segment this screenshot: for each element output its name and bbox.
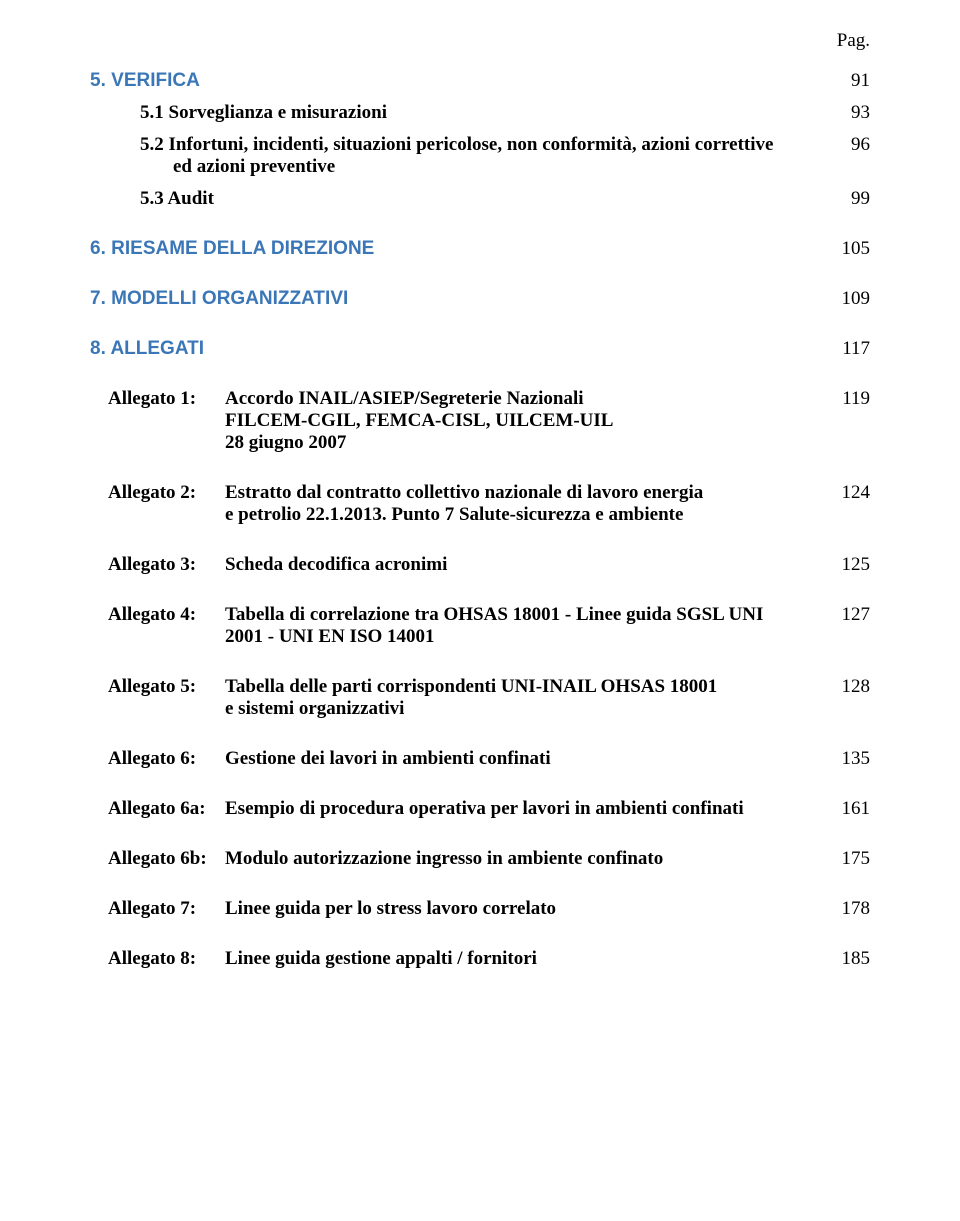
page-number: 185: [820, 948, 870, 970]
allegato-label: Allegato 2:: [90, 482, 225, 504]
page-number: 93: [820, 102, 870, 124]
section-title-text: MODELLI ORGANIZZATIVI: [111, 288, 348, 309]
section-8: 8. ALLEGATI 117: [90, 338, 870, 360]
allegato-label: Allegato 7:: [90, 898, 225, 920]
page-header: Pag.: [90, 30, 870, 52]
subsection-text: 5.3 Audit: [90, 188, 820, 210]
subsection-5-2: 5.2 Infortuni, incidenti, situazioni per…: [90, 134, 870, 156]
page-number: 117: [820, 338, 870, 360]
allegato-line: Scheda decodifica acronimi: [225, 554, 790, 576]
allegato-4: Allegato 4: Tabella di correlazione tra …: [90, 604, 870, 648]
page-number: 127: [820, 604, 870, 626]
allegato-line: e petrolio 22.1.2013. Punto 7 Salute-sic…: [225, 504, 790, 526]
allegato-3: Allegato 3: Scheda decodifica acronimi 1…: [90, 554, 870, 576]
section-number: 5.: [90, 70, 106, 91]
subsection-5-3: 5.3 Audit 99: [90, 188, 870, 210]
allegato-7: Allegato 7: Linee guida per lo stress la…: [90, 898, 870, 920]
page-number: 128: [820, 676, 870, 698]
allegato-line: Esempio di procedura operativa per lavor…: [225, 798, 790, 820]
page-number: 105: [820, 238, 870, 260]
allegato-line: Gestione dei lavori in ambienti confinat…: [225, 748, 790, 770]
page-number: 161: [820, 798, 870, 820]
allegato-label: Allegato 6a:: [90, 798, 225, 820]
allegato-label: Allegato 6b:: [90, 848, 225, 870]
allegato-line: 28 giugno 2007: [225, 432, 790, 454]
subsection-5-1: 5.1 Sorveglianza e misurazioni 93: [90, 102, 870, 124]
allegato-line: Estratto dal contratto collettivo nazion…: [225, 482, 790, 504]
allegato-line: 2001 - UNI EN ISO 14001: [225, 626, 790, 648]
section-7: 7. MODELLI ORGANIZZATIVI 109: [90, 288, 870, 310]
allegato-line: Linee guida gestione appalti / fornitori: [225, 948, 790, 970]
section-number: 8.: [90, 338, 106, 359]
allegato-6a: Allegato 6a: Esempio di procedura operat…: [90, 798, 870, 820]
allegato-label: Allegato 5:: [90, 676, 225, 698]
section-6: 6. RIESAME DELLA DIREZIONE 105: [90, 238, 870, 260]
allegato-line: e sistemi organizzativi: [225, 698, 790, 720]
allegato-6: Allegato 6: Gestione dei lavori in ambie…: [90, 748, 870, 770]
allegato-5: Allegato 5: Tabella delle parti corrispo…: [90, 676, 870, 720]
section-title-text: ALLEGATI: [110, 338, 204, 359]
subsection-5-2-cont: ed azioni preventive: [90, 156, 870, 178]
page-number: 178: [820, 898, 870, 920]
allegato-label: Allegato 6:: [90, 748, 225, 770]
page-number: 96: [820, 134, 870, 156]
allegato-6b: Allegato 6b: Modulo autorizzazione ingre…: [90, 848, 870, 870]
allegato-line: Tabella di correlazione tra OHSAS 18001 …: [225, 604, 790, 626]
allegato-1: Allegato 1: Accordo INAIL/ASIEP/Segreter…: [90, 388, 870, 454]
section-number: 6.: [90, 238, 106, 259]
subsection-text: 5.2 Infortuni, incidenti, situazioni per…: [90, 134, 820, 156]
allegato-label: Allegato 3:: [90, 554, 225, 576]
allegato-line: FILCEM-CGIL, FEMCA-CISL, UILCEM-UIL: [225, 410, 790, 432]
page-number: 109: [820, 288, 870, 310]
allegato-label: Allegato 1:: [90, 388, 225, 410]
allegato-line: Tabella delle parti corrispondenti UNI-I…: [225, 676, 790, 698]
section-number: 7.: [90, 288, 106, 309]
section-title-text: RIESAME DELLA DIREZIONE: [111, 238, 374, 259]
page-number: 125: [820, 554, 870, 576]
allegato-line: Modulo autorizzazione ingresso in ambien…: [225, 848, 790, 870]
page-number: 119: [820, 388, 870, 410]
allegato-line: Linee guida per lo stress lavoro correla…: [225, 898, 790, 920]
allegato-label: Allegato 4:: [90, 604, 225, 626]
page-number: 99: [820, 188, 870, 210]
section-title-text: VERIFICA: [111, 70, 200, 91]
page-number: 124: [820, 482, 870, 504]
section-5: 5. VERIFICA 91: [90, 70, 870, 92]
subsection-text: ed azioni preventive: [90, 156, 820, 178]
allegato-2: Allegato 2: Estratto dal contratto colle…: [90, 482, 870, 526]
allegato-8: Allegato 8: Linee guida gestione appalti…: [90, 948, 870, 970]
page-number: 175: [820, 848, 870, 870]
page-number: 91: [820, 70, 870, 92]
allegato-line: Accordo INAIL/ASIEP/Segreterie Nazionali: [225, 388, 790, 410]
page-number: 135: [820, 748, 870, 770]
subsection-text: 5.1 Sorveglianza e misurazioni: [90, 102, 820, 124]
allegato-label: Allegato 8:: [90, 948, 225, 970]
